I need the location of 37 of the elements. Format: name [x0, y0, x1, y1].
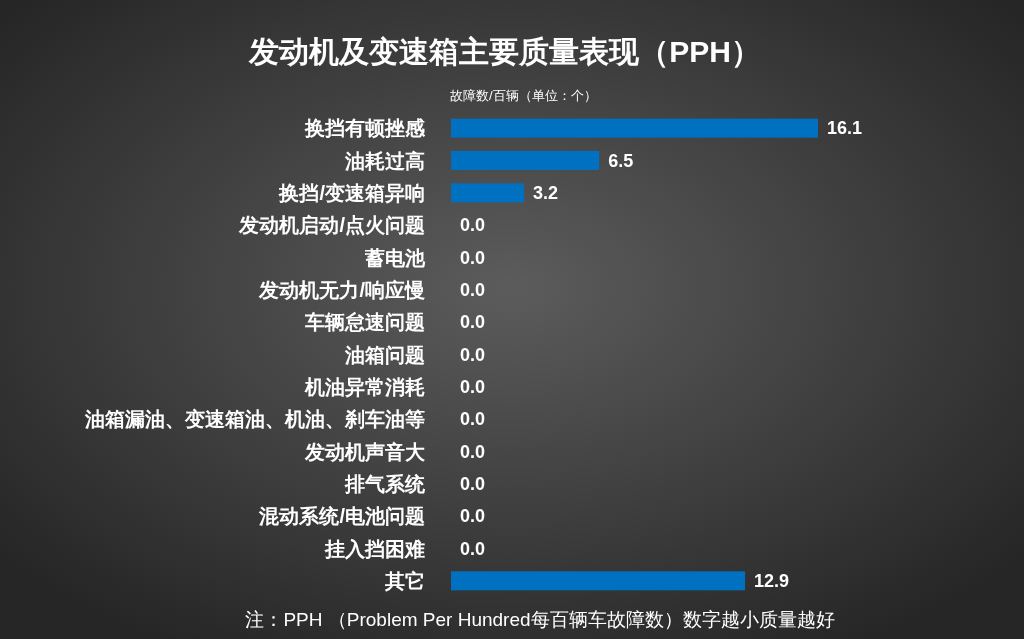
data-label: 0.0: [460, 538, 486, 559]
data-label: 0.0: [460, 344, 486, 365]
y-tick-label: 发动机声音大: [304, 440, 426, 463]
y-tick-label: 排气系统: [344, 472, 426, 495]
y-tick-label: 挂入挡困难: [324, 537, 425, 560]
data-label: 6.5: [608, 150, 634, 171]
y-tick-label: 换挡/变速箱异响: [278, 181, 425, 204]
data-label: 3.2: [532, 182, 558, 203]
y-tick-label: 机油异常消耗: [304, 375, 425, 398]
y-tick-label: 换挡有顿挫感: [304, 117, 426, 140]
y-tick-label: 油箱漏油、变速箱油、机油、刹车油等: [84, 408, 425, 431]
data-label: 0.0: [460, 506, 486, 527]
y-tick-label: 车辆怠速问题: [304, 311, 425, 334]
y-tick-label: 蓄电池: [364, 246, 426, 269]
data-label: 16.1: [827, 118, 863, 139]
y-tick-label: 发动机启动/点火问题: [238, 214, 425, 237]
bar: [451, 151, 600, 170]
data-label: 0.0: [460, 279, 486, 300]
y-tick-label: 油箱问题: [344, 343, 425, 366]
bar: [451, 183, 524, 203]
data-label: 0.0: [460, 409, 486, 430]
data-label: 0.0: [460, 312, 486, 333]
data-label: 0.0: [460, 215, 486, 236]
bar: [451, 118, 818, 138]
data-label: 0.0: [460, 376, 486, 397]
y-tick-label: 混动系统/电池问题: [258, 505, 425, 528]
chart-title: 发动机及变速箱主要质量表现（PPH）: [248, 35, 761, 68]
text: 注：PPH （Problem Per Hundred每百辆车故障数）数字越小质量越好: [245, 609, 835, 630]
chart-subtitle: 故障数/百辆（单位：个）: [450, 88, 597, 103]
y-tick-label: 发动机无力/响应慢: [258, 278, 425, 301]
data-label: 0.0: [460, 473, 486, 494]
data-label: 12.9: [754, 570, 790, 591]
bar: [451, 571, 746, 591]
y-tick-label: 其它: [384, 569, 425, 592]
y-tick-label: 油耗过高: [344, 149, 425, 172]
data-label: 0.0: [460, 247, 486, 268]
data-label: 0.0: [460, 441, 486, 462]
